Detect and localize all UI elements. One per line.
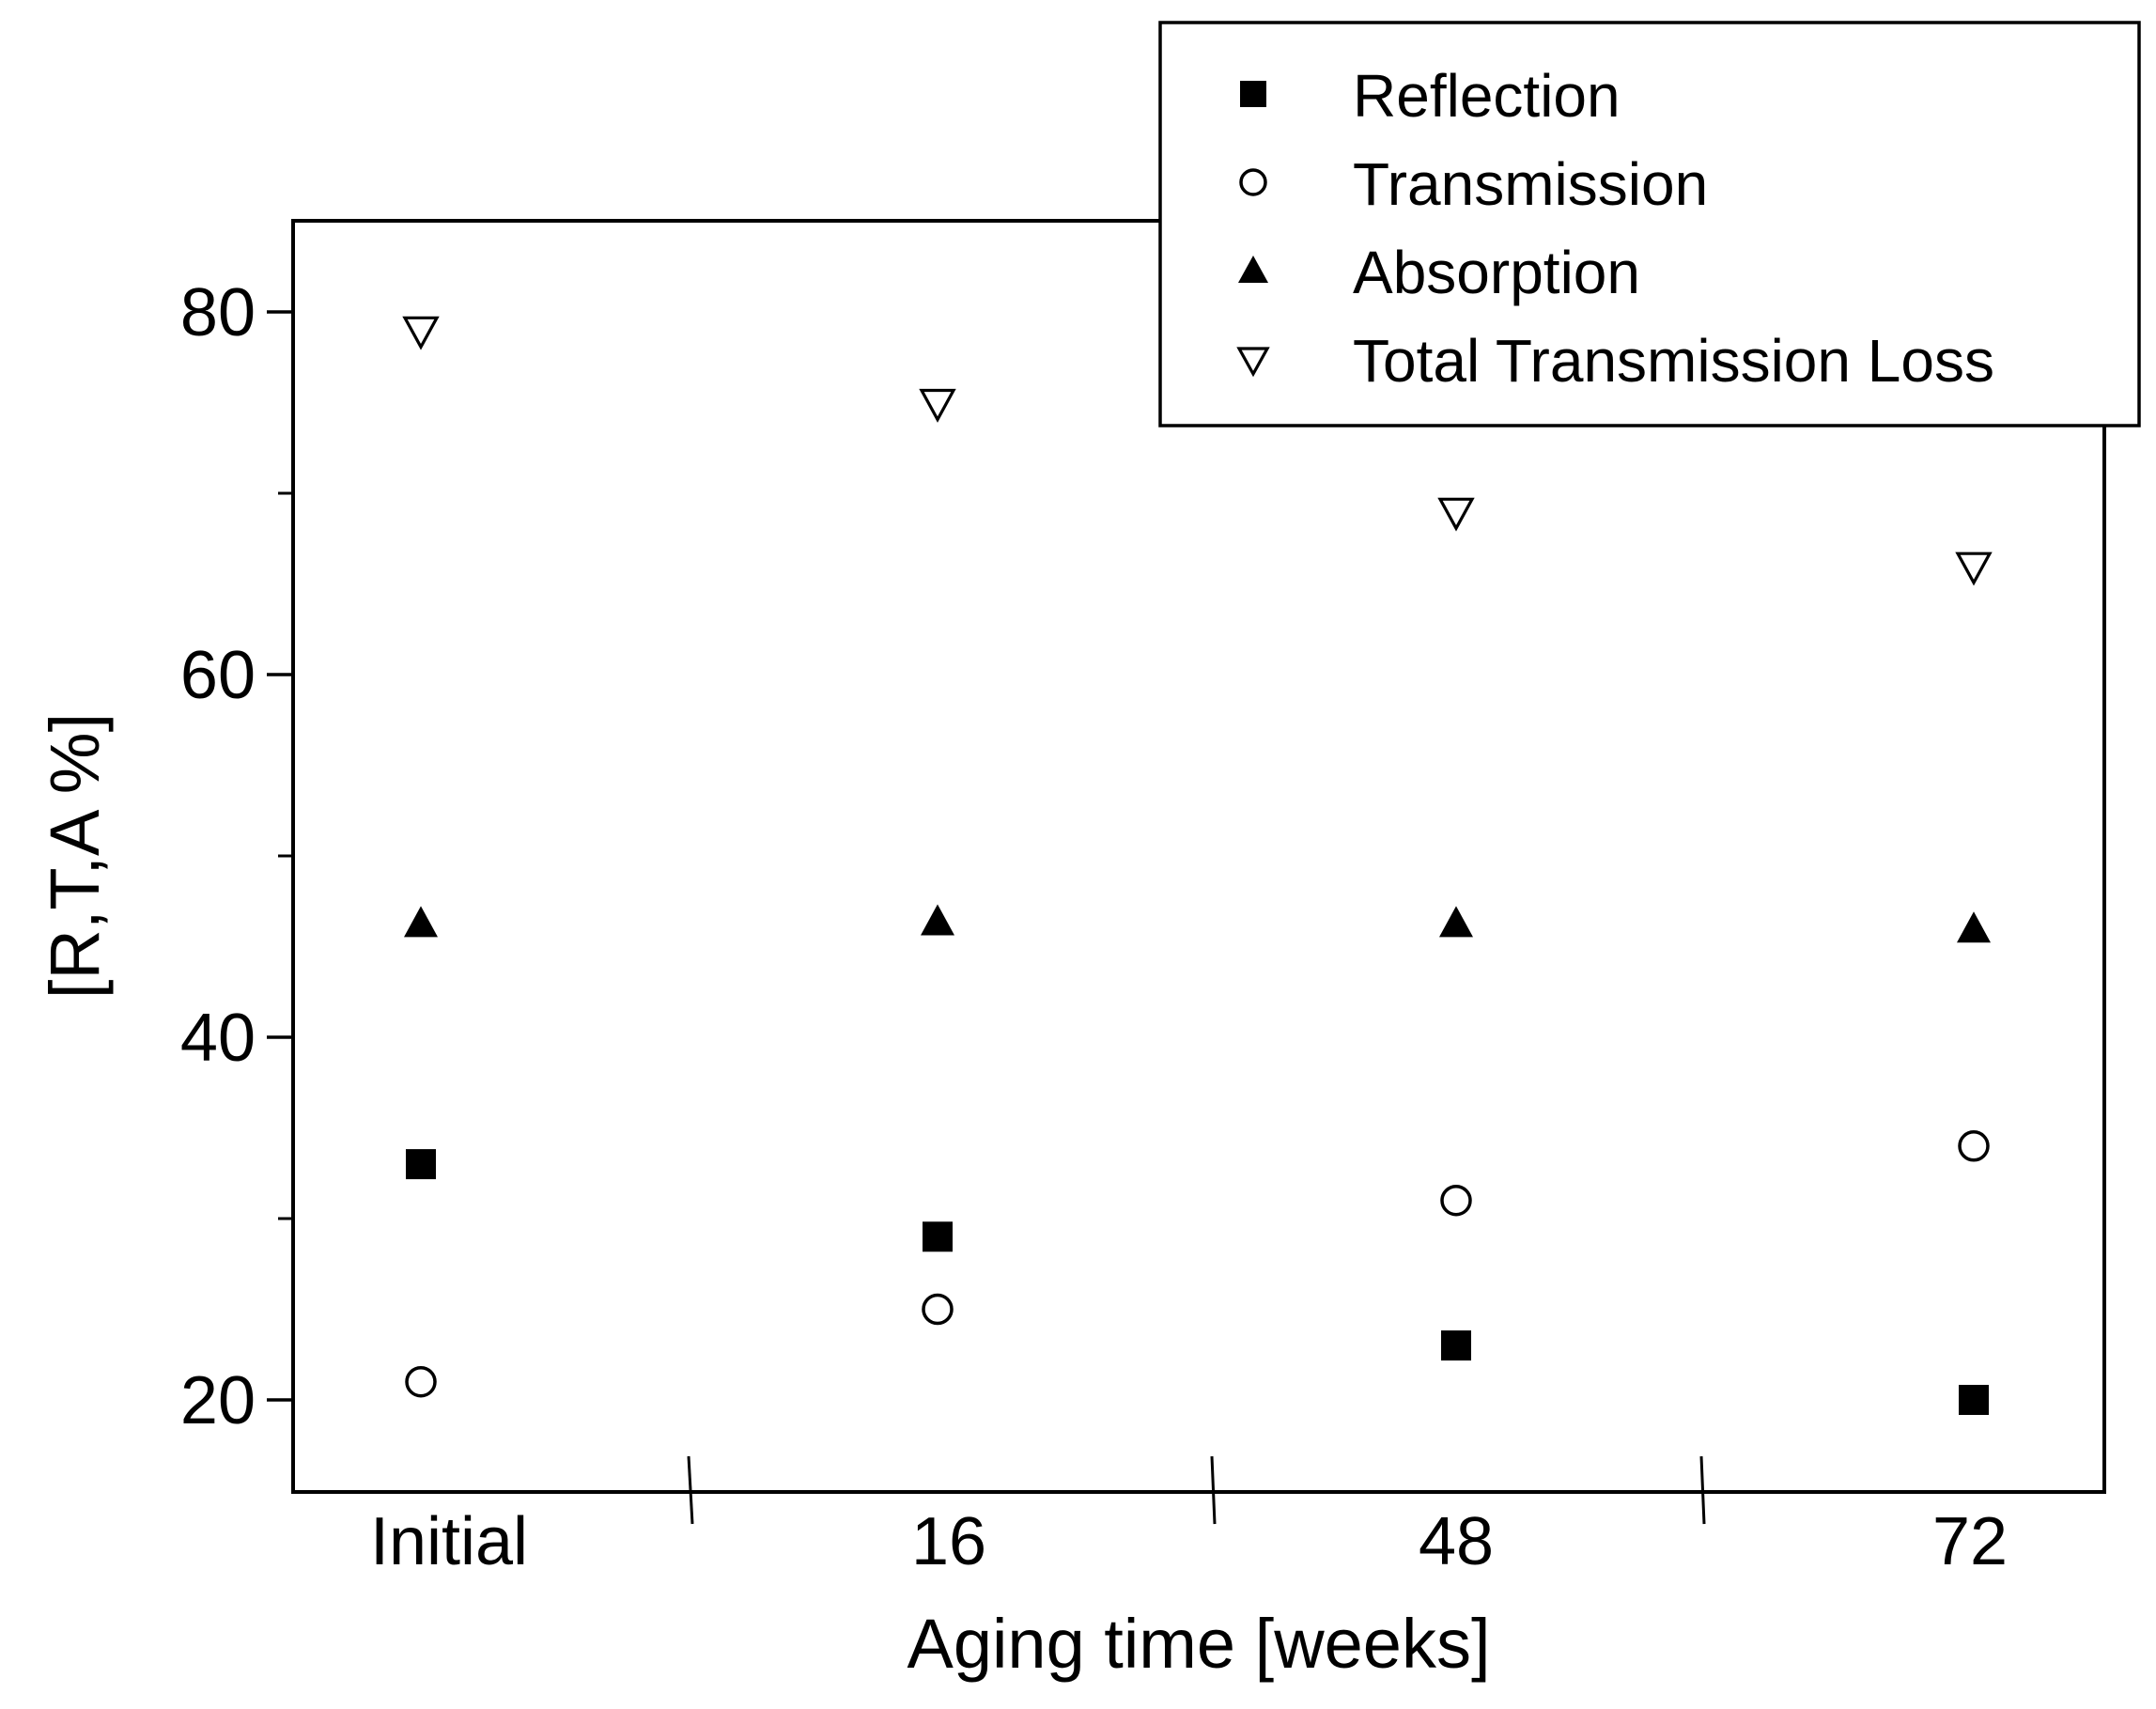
- y-tick-label: 80: [180, 275, 256, 350]
- x-tick-label: 48: [1419, 1504, 1494, 1579]
- legend-box: [1158, 21, 2141, 427]
- y-tick-label: 40: [180, 1001, 256, 1076]
- reflection-point: [406, 1149, 436, 1180]
- x-category-separator: [1210, 1455, 1217, 1525]
- transmission-point: [1440, 1184, 1472, 1217]
- legend: Reflection Transmission Absorption Total Tr…: [1158, 21, 2141, 427]
- absorption-point: [404, 906, 438, 938]
- legend-transmission-label: Transmission: [1353, 150, 1708, 218]
- data-points: [402, 316, 1993, 1415]
- x-tick-label: 16: [911, 1504, 986, 1579]
- legend-reflection-marker: [1240, 81, 1266, 107]
- legend-absorption-marker: [1238, 256, 1268, 283]
- absorption-point: [921, 904, 954, 936]
- legend-total-transmission-loss-label: Total Transmission Loss: [1353, 327, 1994, 395]
- x-tick-label: 72: [1932, 1504, 2008, 1579]
- reflection-point: [923, 1221, 953, 1252]
- legend-absorption-label: Absorption: [1353, 239, 1640, 306]
- total-transmission-loss-point: [402, 316, 440, 350]
- y-tick-label: 60: [180, 638, 256, 713]
- x-tick-label: Initial: [370, 1504, 528, 1579]
- reflection-point: [1441, 1330, 1471, 1361]
- y-tick-label: 20: [180, 1363, 256, 1438]
- transmission-point: [405, 1365, 437, 1398]
- y-axis: 20 40 60 80: [180, 275, 293, 1438]
- y-axis-title: [R,T,A %]: [36, 713, 114, 999]
- transmission-point: [922, 1293, 954, 1326]
- absorption-point: [1439, 906, 1473, 938]
- absorption-point: [1957, 911, 1991, 943]
- x-axis-title: Aging time [weeks]: [907, 1605, 1490, 1683]
- x-category-separator: [687, 1455, 694, 1525]
- reflection-point: [1959, 1385, 1989, 1415]
- total-transmission-loss-point: [1437, 497, 1475, 532]
- legend-transmission-marker: [1239, 168, 1267, 196]
- legend-reflection-label: Reflection: [1353, 62, 1621, 130]
- x-axis: Initial 16 48 72: [370, 1455, 2008, 1579]
- legend-total-transmission-loss-marker: [1236, 347, 1270, 378]
- transmission-point: [1958, 1130, 1990, 1162]
- total-transmission-loss-point: [919, 388, 956, 423]
- total-transmission-loss-point: [1955, 552, 1993, 586]
- x-category-separator: [1699, 1455, 1706, 1525]
